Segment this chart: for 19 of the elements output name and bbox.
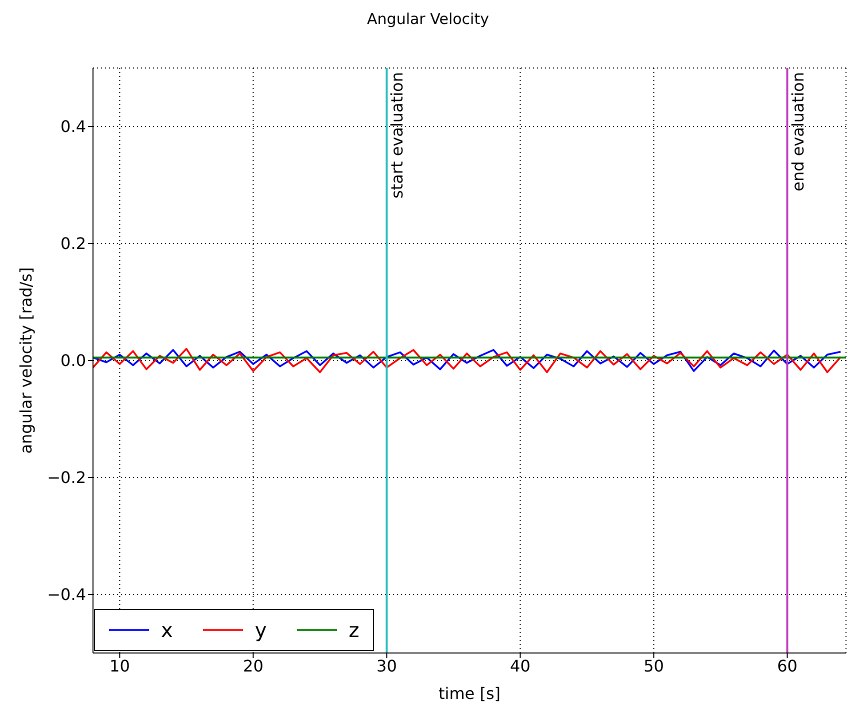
x-tick-label: 30 <box>376 656 397 676</box>
x-tick-label: 40 <box>510 656 530 676</box>
y-tick-label: 0.4 <box>60 117 86 136</box>
x-tick-label: 10 <box>110 656 130 676</box>
x-axis-title: time [s] <box>438 684 501 703</box>
y-tick-label: 0.0 <box>60 351 86 370</box>
ref-line-label: start evaluation <box>388 72 407 199</box>
y-tick-label: −0.2 <box>47 468 86 488</box>
y-tick-label: 0.2 <box>60 234 86 254</box>
y-axis-title: angular velocity [rad/s] <box>16 267 36 454</box>
chart-title: Angular Velocity <box>366 10 490 28</box>
x-tick-label: 50 <box>644 656 664 676</box>
y-tick-label: −0.4 <box>47 585 86 604</box>
legend-label: z <box>348 618 360 642</box>
x-tick-label: 20 <box>243 656 264 676</box>
legend-label: y <box>254 618 267 642</box>
x-tick-label: 60 <box>777 656 798 676</box>
legend-label: x <box>161 618 173 642</box>
ref-line-label: end evaluation <box>788 72 808 192</box>
